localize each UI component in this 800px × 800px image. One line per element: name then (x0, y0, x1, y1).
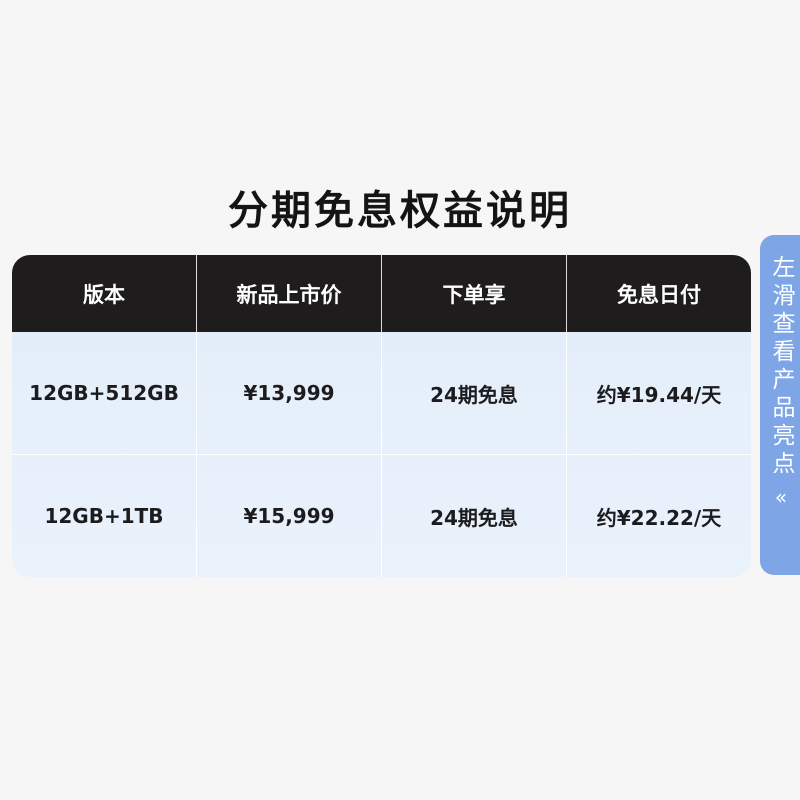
table-row: 12GB+512GB ¥13,999 24期免息 约¥19.44/天 (12, 332, 751, 454)
header-version: 版本 (83, 282, 125, 307)
double-chevron-left-icon: « (774, 485, 788, 509)
table-row: 12GB+1TB ¥15,999 24期免息 约¥22.22/天 (12, 454, 751, 577)
cell-price: ¥13,999 (196, 332, 381, 454)
cell-benefit: 24期免息 (381, 332, 566, 454)
table-header: 版本 新品上市价 下单享 免息日付 (12, 255, 751, 332)
installment-table: 版本 新品上市价 下单享 免息日付 12GB+512GB ¥13,999 24期… (12, 255, 751, 577)
header-price: 新品上市价 (196, 255, 381, 332)
page-title: 分期免息权益说明 (228, 188, 572, 234)
cell-daily: 约¥19.44/天 (566, 332, 751, 454)
swipe-tab-label: 左滑查看产品亮点 (768, 255, 794, 479)
cell-benefit: 24期免息 (381, 455, 566, 577)
swipe-highlights-tab[interactable]: 左滑查看产品亮点 « (760, 235, 800, 575)
cell-price: ¥15,999 (196, 455, 381, 577)
header-daily: 免息日付 (566, 255, 751, 332)
cell-daily: 约¥22.22/天 (566, 455, 751, 577)
cell-version: 12GB+1TB (44, 504, 164, 528)
cell-version: 12GB+512GB (29, 381, 179, 405)
header-benefit: 下单享 (381, 255, 566, 332)
